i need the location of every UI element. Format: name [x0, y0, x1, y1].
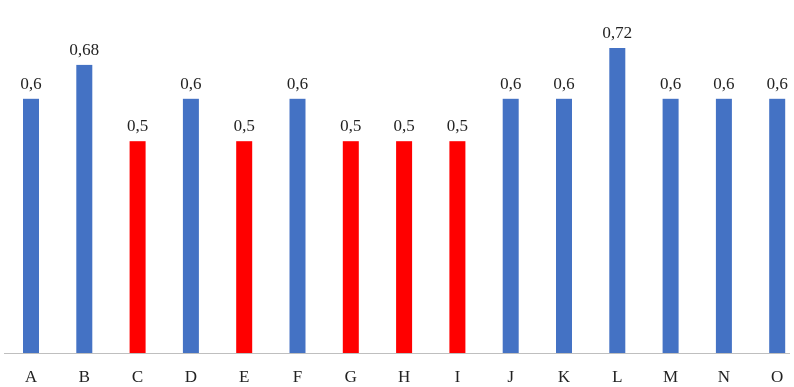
data-label-N: 0,6 [713, 74, 734, 93]
data-labels-group: 0,6 0,68 0,5 0,6 0,5 0,6 0,5 0,5 0,5 0,6 0,6 0,72 0,… [20, 23, 787, 135]
x-tick-label-D: D [185, 367, 197, 386]
x-tick-label-C: C [132, 367, 143, 386]
x-tick-label-M: M [663, 367, 678, 386]
x-tick-label-F: F [293, 367, 302, 386]
bar-D [182, 98, 199, 353]
data-label-O: 0,6 [767, 74, 788, 93]
data-label-K: 0,6 [553, 74, 574, 93]
x-tick-label-E: E [239, 367, 249, 386]
x-tick-label-A: A [25, 367, 38, 386]
data-label-D: 0,6 [180, 74, 201, 93]
bar-B [76, 64, 93, 354]
data-label-I: 0,5 [447, 116, 468, 135]
x-tick-label-J: J [507, 367, 514, 386]
data-label-E: 0,5 [234, 116, 255, 135]
data-label-C: 0,5 [127, 116, 148, 135]
bar-F [289, 98, 306, 353]
x-tick-labels-group: A B C D E F G H I J K L M N O [25, 367, 783, 386]
x-tick-label-H: H [398, 367, 410, 386]
x-tick-label-O: O [771, 367, 783, 386]
x-tick-label-G: G [345, 367, 357, 386]
x-tick-label-B: B [79, 367, 90, 386]
data-label-J: 0,6 [500, 74, 521, 93]
x-tick-label-I: I [455, 367, 461, 386]
data-label-F: 0,6 [287, 74, 308, 93]
data-label-M: 0,6 [660, 74, 681, 93]
bar-E [236, 141, 253, 353]
bar-A [23, 98, 39, 353]
data-label-A: 0,6 [20, 74, 41, 93]
bar-I [449, 141, 466, 353]
bar-J [502, 98, 519, 353]
data-label-G: 0,5 [340, 116, 361, 135]
bar-M [662, 98, 679, 353]
data-label-B: 0,68 [69, 40, 99, 59]
x-tick-label-N: N [718, 367, 730, 386]
bar-G [342, 141, 359, 353]
bar-N [715, 98, 732, 353]
data-label-H: 0,5 [393, 116, 414, 135]
bar-O [769, 98, 786, 353]
x-tick-label-K: K [558, 367, 571, 386]
data-label-L: 0,72 [602, 23, 632, 42]
bar-K [556, 98, 572, 353]
x-tick-label-L: L [612, 367, 622, 386]
bar-L [609, 48, 626, 353]
bar-H [396, 141, 413, 353]
bars-group [23, 48, 786, 354]
bar-C [129, 141, 146, 353]
